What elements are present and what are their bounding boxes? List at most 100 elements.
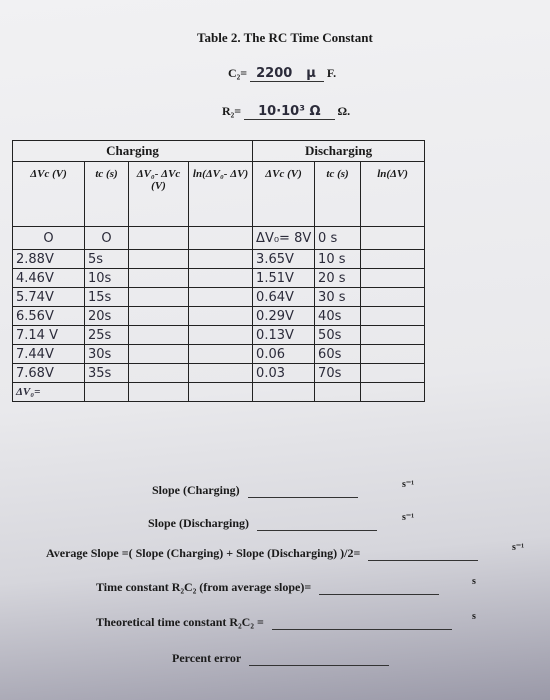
question: Percent error bbox=[172, 651, 390, 666]
table-cell bbox=[360, 226, 426, 250]
table-cell: 50s bbox=[314, 325, 362, 345]
table-cell: 40s bbox=[314, 306, 362, 326]
table-cell bbox=[84, 382, 129, 402]
table-cell bbox=[360, 363, 426, 383]
group-row: Charging Discharging bbox=[11, 140, 426, 162]
table-row: 4.46V 10s 1.51V 20 s bbox=[12, 268, 426, 288]
group-header: Discharging bbox=[252, 140, 426, 162]
group-header: Charging bbox=[11, 140, 254, 162]
table-cell bbox=[128, 268, 189, 288]
table-cell bbox=[128, 249, 189, 269]
table-cell: 10 s bbox=[314, 249, 362, 269]
table-row: ΔV₀= bbox=[12, 382, 426, 402]
question: Slope (Charging) bbox=[152, 483, 358, 498]
table-cell bbox=[187, 363, 254, 383]
table-cell: 5.74V bbox=[12, 287, 85, 307]
answer-line bbox=[247, 485, 358, 498]
table-cell bbox=[128, 287, 189, 307]
table-cell: 6.56V bbox=[12, 306, 85, 326]
table-cell: O bbox=[84, 226, 129, 250]
table-cell: 10s bbox=[84, 268, 129, 288]
param-unit-hand: µ bbox=[298, 66, 324, 82]
table-row: 7.44V 30s 0.06 60s bbox=[12, 344, 426, 364]
question-unit: s bbox=[472, 611, 476, 622]
table-cell bbox=[360, 325, 426, 345]
param-c: C₂= 2200 µ F. bbox=[228, 66, 337, 82]
table-cell: 0.06 bbox=[252, 344, 316, 364]
column-header: ΔVc (V) bbox=[252, 161, 316, 227]
param-unit: Ω. bbox=[337, 104, 351, 118]
answer-line bbox=[249, 653, 390, 666]
table-cell bbox=[128, 306, 189, 326]
table-cell bbox=[187, 249, 254, 269]
table-cell bbox=[128, 226, 189, 250]
table-row: O O ΔV₀= 8V 0 s bbox=[12, 226, 426, 250]
header-row: ΔVc (V) tc (s) ΔV₀- ΔVc (V) ln(ΔV₀- ΔV) ΔVc … bbox=[12, 161, 426, 227]
answer-line bbox=[368, 548, 479, 561]
table-cell bbox=[360, 382, 426, 402]
param-value: 2200 bbox=[250, 66, 299, 82]
table-cell: 35s bbox=[84, 363, 129, 383]
table-cell bbox=[187, 382, 254, 402]
table-cell bbox=[360, 287, 426, 307]
question-label: Slope (Charging) bbox=[152, 483, 240, 497]
param-unit: F. bbox=[326, 66, 337, 80]
question: Slope (Discharging) bbox=[148, 516, 378, 531]
table-cell bbox=[128, 325, 189, 345]
table-cell: 7.14 V bbox=[12, 325, 85, 345]
answer-line bbox=[319, 582, 440, 595]
table-cell: 15s bbox=[84, 287, 129, 307]
table-row: 2.88V 5s 3.65V 10 s bbox=[12, 249, 426, 269]
table-cell: 7.44V bbox=[12, 344, 85, 364]
table-cell: 0.03 bbox=[252, 363, 316, 383]
table-cell bbox=[187, 306, 254, 326]
table-cell: 5s bbox=[84, 249, 129, 269]
table-cell: 30 s bbox=[314, 287, 362, 307]
column-header: ΔV₀- ΔVc (V) bbox=[128, 161, 189, 227]
column-header: ln(ΔV) bbox=[360, 161, 426, 227]
table-row: 7.68V 35s 0.03 70s bbox=[12, 363, 426, 383]
table-row: 5.74V 15s 0.64V 30 s bbox=[12, 287, 426, 307]
question: Theoretical time constant R₂C₂ = bbox=[96, 615, 452, 630]
table-cell: 25s bbox=[84, 325, 129, 345]
table-cell bbox=[252, 382, 316, 402]
table-cell bbox=[360, 249, 426, 269]
answer-line bbox=[257, 518, 378, 531]
title: Table 2. The RC Time Constant bbox=[197, 30, 373, 45]
column-header: tc (s) bbox=[84, 161, 129, 227]
question-label: Average Slope =( Slope (Charging) + Slop… bbox=[46, 546, 361, 560]
data-table: Charging Discharging ΔVc (V) tc (s) ΔV₀- ΔVc… bbox=[11, 140, 426, 402]
param-label: C₂= bbox=[228, 66, 248, 80]
table-cell bbox=[360, 268, 426, 288]
question-label: Slope (Discharging) bbox=[148, 516, 250, 530]
table-cell: 0.64V bbox=[252, 287, 316, 307]
table-cell: ΔV₀= 8V bbox=[252, 226, 316, 250]
question: Average Slope =( Slope (Charging) + Slop… bbox=[46, 546, 479, 561]
param-value: 10·10³ Ω bbox=[244, 104, 335, 120]
table-cell bbox=[360, 344, 426, 364]
table-cell: 1.51V bbox=[252, 268, 316, 288]
table-cell bbox=[314, 382, 362, 402]
table-cell bbox=[128, 382, 189, 402]
question-unit: s bbox=[472, 576, 476, 587]
table-cell: 30s bbox=[84, 344, 129, 364]
question-label: Percent error bbox=[172, 651, 242, 665]
param-r: R₂= 10·10³ Ω Ω. bbox=[222, 104, 351, 120]
table-cell bbox=[128, 344, 189, 364]
table-cell: 0.13V bbox=[252, 325, 316, 345]
table-cell bbox=[187, 344, 254, 364]
column-header: ln(ΔV₀- ΔV) bbox=[187, 161, 254, 227]
table-row: 6.56V 20s 0.29V 40s bbox=[12, 306, 426, 326]
question-unit: s⁻¹ bbox=[512, 542, 525, 553]
question: Time constant R₂C₂ (from average slope)= bbox=[96, 580, 440, 595]
table-cell bbox=[187, 268, 254, 288]
table-cell: 4.46V bbox=[12, 268, 85, 288]
table-cell: 0.29V bbox=[252, 306, 316, 326]
table-cell bbox=[187, 226, 254, 250]
table-cell bbox=[187, 325, 254, 345]
question-unit: s⁻¹ bbox=[402, 512, 415, 523]
table-cell: O bbox=[12, 226, 85, 250]
table-cell bbox=[187, 287, 254, 307]
answer-line bbox=[271, 617, 452, 630]
